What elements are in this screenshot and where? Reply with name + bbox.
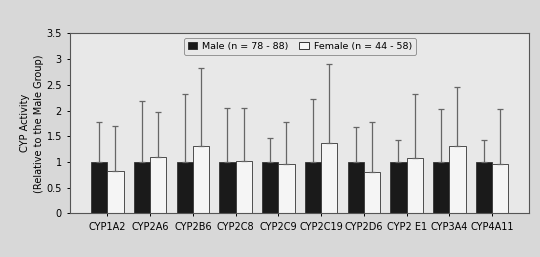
Bar — [107, 171, 124, 213]
Bar — [177, 162, 193, 213]
Bar — [364, 172, 380, 213]
Bar — [433, 162, 449, 213]
Bar — [278, 164, 294, 213]
Bar — [219, 162, 235, 213]
Legend: Male (n = 78 - 88), Female (n = 44 - 58): Male (n = 78 - 88), Female (n = 44 - 58) — [184, 38, 416, 55]
Bar — [492, 164, 508, 213]
Bar — [348, 162, 364, 213]
Bar — [235, 161, 252, 213]
Bar — [390, 162, 407, 213]
Bar — [321, 143, 338, 213]
Bar — [193, 146, 209, 213]
Bar — [407, 158, 423, 213]
Bar — [262, 162, 278, 213]
Bar — [449, 146, 465, 213]
Bar — [150, 157, 166, 213]
Bar — [476, 162, 492, 213]
Y-axis label: CYP Activity
(Relative to the Male Group): CYP Activity (Relative to the Male Group… — [21, 54, 44, 192]
Bar — [305, 162, 321, 213]
Bar — [134, 162, 150, 213]
Bar — [91, 162, 107, 213]
